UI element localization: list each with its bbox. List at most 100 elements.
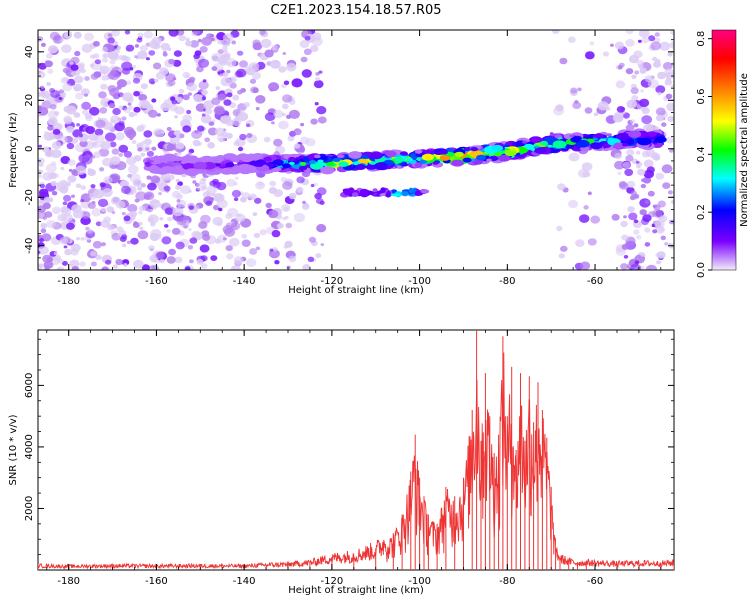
noise-speckle xyxy=(171,190,181,199)
noise-speckle xyxy=(652,209,663,218)
noise-speckle xyxy=(81,109,89,115)
echo-blob xyxy=(377,190,383,194)
echo-blob xyxy=(439,155,451,161)
noise-speckle xyxy=(587,191,592,196)
noise-speckle xyxy=(251,71,261,80)
noise-speckle xyxy=(148,78,156,85)
noise-speckle xyxy=(125,80,132,85)
noise-speckle xyxy=(223,99,232,106)
noise-speckle xyxy=(241,239,251,247)
noise-speckle xyxy=(199,46,208,53)
noise-speckle xyxy=(299,39,310,49)
noise-speckle xyxy=(137,147,143,152)
noise-speckle xyxy=(187,245,194,250)
echo-blob xyxy=(166,160,175,165)
echo-blob xyxy=(338,161,349,167)
noise-speckle xyxy=(60,94,65,98)
noise-speckle xyxy=(579,214,590,223)
noise-speckle xyxy=(134,55,138,59)
echo-blob xyxy=(594,133,604,139)
noise-speckle xyxy=(135,191,147,201)
noise-speckle xyxy=(51,191,58,196)
noise-speckle xyxy=(667,115,674,122)
noise-speckle xyxy=(640,89,645,93)
noise-speckle xyxy=(634,70,640,75)
echo-blob xyxy=(494,152,502,157)
noise-speckle xyxy=(249,78,257,84)
echo-blob xyxy=(372,188,378,193)
noise-speckle xyxy=(620,263,629,270)
echo-blob xyxy=(498,154,511,162)
noise-speckle xyxy=(130,237,139,245)
colorbar-tick-label: 0.6 xyxy=(696,89,707,105)
noise-speckle xyxy=(64,31,73,39)
echo-blob xyxy=(274,166,282,172)
noise-speckle xyxy=(255,246,261,251)
noise-speckle xyxy=(77,62,86,69)
noise-speckle xyxy=(79,140,88,148)
echo-blob xyxy=(414,162,423,168)
x-tick-label: -180 xyxy=(57,276,80,287)
noise-speckle xyxy=(621,243,629,250)
noise-speckle xyxy=(264,49,274,58)
noise-speckle xyxy=(284,240,293,248)
noise-speckle xyxy=(626,99,638,109)
noise-speckle xyxy=(614,160,625,170)
noise-speckle xyxy=(197,38,202,43)
noise-speckle xyxy=(235,213,246,223)
noise-speckle xyxy=(237,112,249,122)
noise-speckle xyxy=(252,212,258,217)
echo-blob xyxy=(463,147,471,152)
noise-speckle xyxy=(154,199,160,204)
noise-speckle xyxy=(88,106,100,116)
noise-speckle xyxy=(152,62,162,70)
y-tick-label: 4000 xyxy=(24,434,35,459)
noise-speckle xyxy=(91,208,102,217)
noise-speckle xyxy=(90,73,99,80)
noise-speckle xyxy=(50,180,57,187)
noise-speckle xyxy=(243,102,250,108)
echo-blob xyxy=(360,154,369,159)
noise-speckle xyxy=(222,72,229,77)
noise-speckle xyxy=(284,215,289,220)
noise-speckle xyxy=(203,100,215,110)
noise-speckle xyxy=(619,182,629,190)
noise-speckle xyxy=(90,250,97,257)
noise-speckle xyxy=(201,96,206,101)
echo-blob xyxy=(569,134,575,138)
y-tick-label: -20 xyxy=(24,189,35,205)
noise-speckle xyxy=(80,216,91,226)
noise-speckle xyxy=(553,106,565,116)
noise-speckle xyxy=(71,204,82,213)
noise-speckle xyxy=(557,183,566,191)
spectrogram-y-label: Frequency (Hz) xyxy=(8,112,19,188)
echo-blob xyxy=(628,130,642,138)
noise-speckle xyxy=(121,67,131,75)
noise-speckle xyxy=(137,230,149,240)
noise-speckle xyxy=(143,130,153,138)
noise-speckle xyxy=(201,91,207,96)
noise-speckle xyxy=(140,83,148,90)
noise-speckle xyxy=(136,142,144,149)
noise-speckle xyxy=(635,150,641,155)
noise-speckle xyxy=(625,68,634,75)
noise-speckle xyxy=(185,40,193,47)
noise-speckle xyxy=(233,197,239,201)
noise-speckle xyxy=(80,237,85,241)
x-tick-label: -140 xyxy=(233,276,256,287)
noise-speckle xyxy=(614,152,623,160)
noise-speckle xyxy=(121,185,131,194)
noise-speckle xyxy=(259,229,267,236)
noise-speckle xyxy=(67,175,77,183)
noise-speckle xyxy=(110,156,121,165)
noise-speckle xyxy=(216,181,227,191)
noise-speckle xyxy=(53,173,60,179)
echo-blob xyxy=(320,166,335,175)
noise-speckle xyxy=(59,186,69,194)
noise-speckle xyxy=(194,50,202,56)
noise-speckle xyxy=(240,88,247,93)
noise-speckle xyxy=(666,102,674,112)
noise-speckle xyxy=(112,264,118,269)
noise-speckle xyxy=(662,62,673,71)
noise-speckle xyxy=(186,82,198,92)
